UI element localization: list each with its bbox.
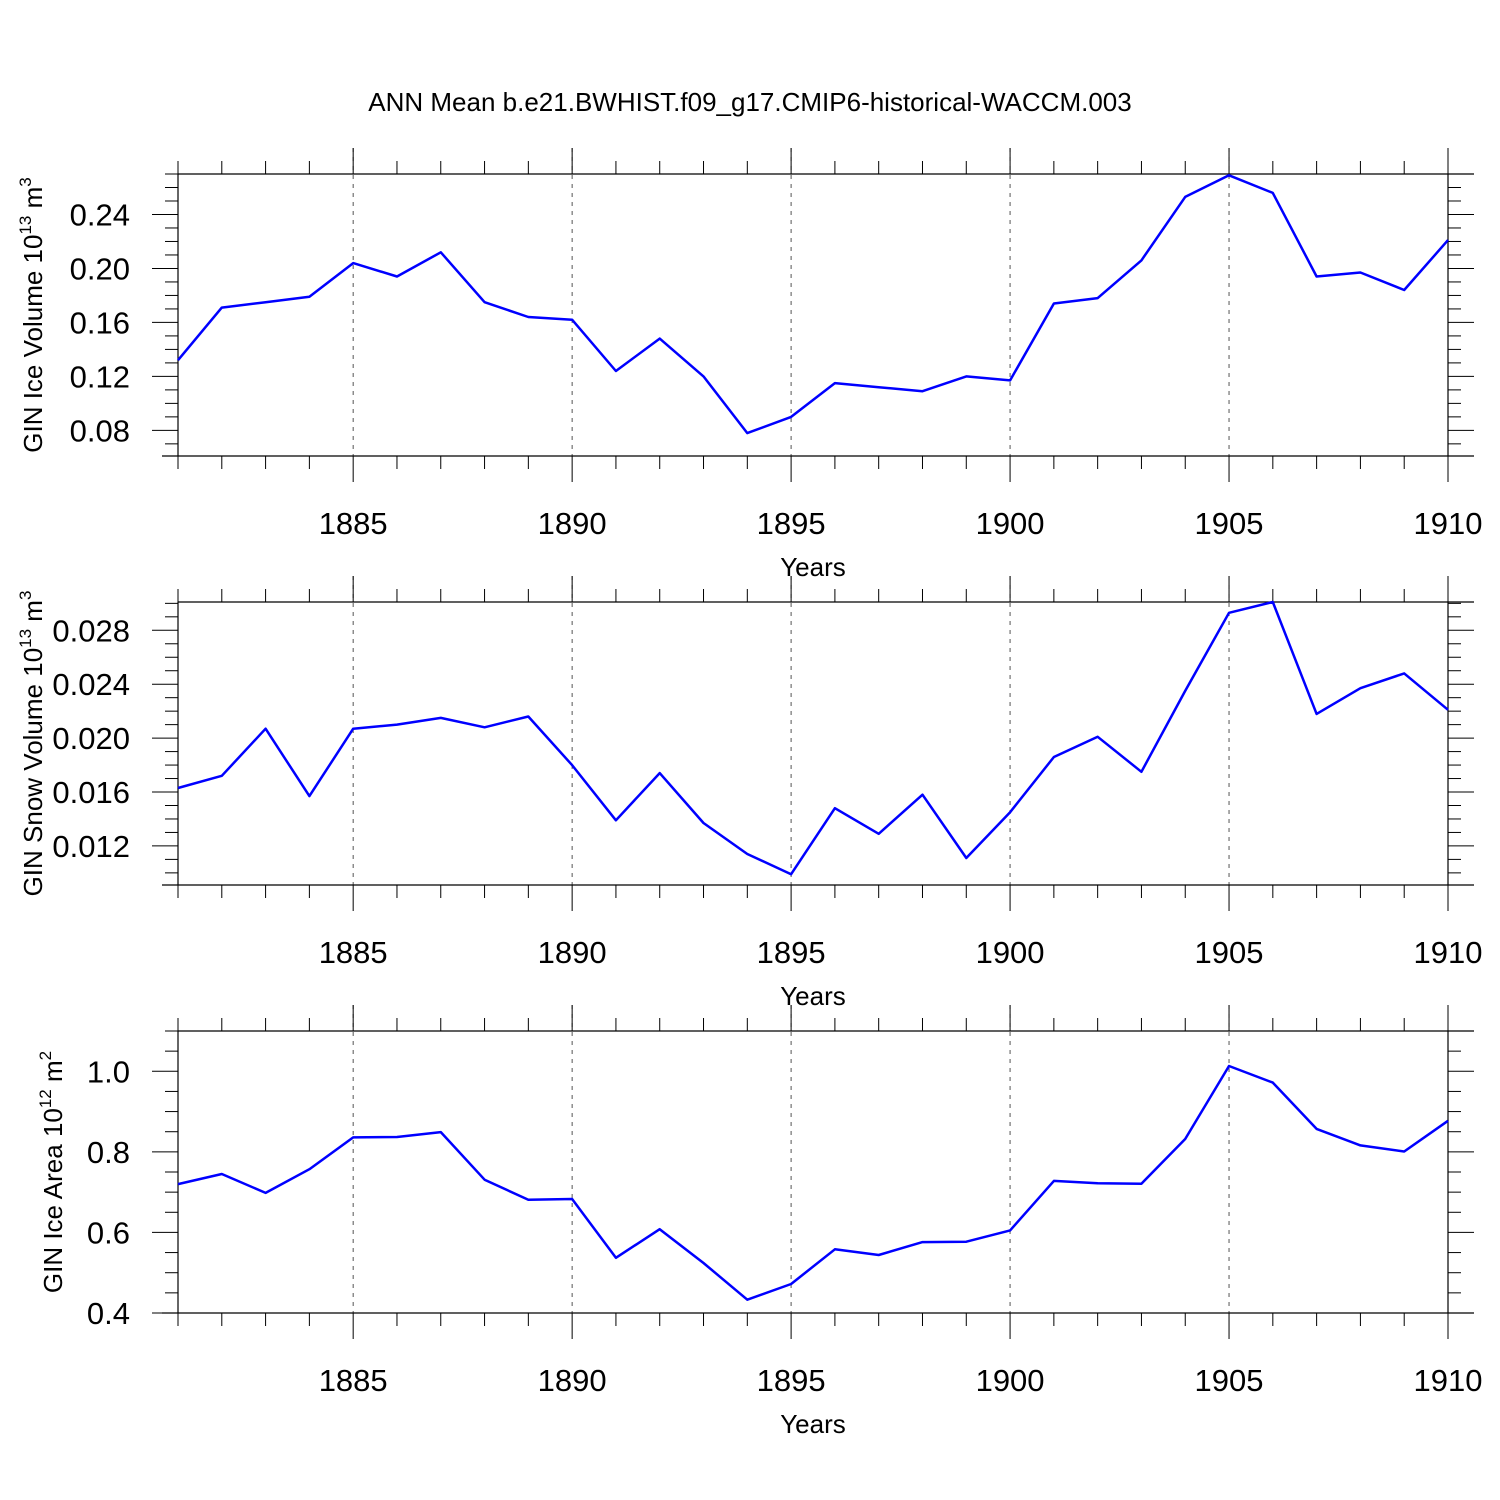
y-axis-title-base: GIN Ice Area 10: [38, 1108, 68, 1293]
panel-ice-area: 0.4 0.6 0.8 1.0 1885 1890 1895 1900 1905 1910 Year…: [36, 1005, 1482, 1439]
x-axis-title: Years: [780, 1409, 846, 1439]
y-tick-label: 0.020: [52, 721, 130, 756]
x-tick-label: 1905: [1195, 1363, 1264, 1398]
y-axis-title: GIN Ice Volume 1013 m3: [16, 177, 48, 453]
x-tick-label: 1885: [319, 506, 388, 541]
y-axis-title-unit-exp: 2: [36, 1051, 55, 1060]
y-axis-title-base: GIN Snow Volume 10: [18, 648, 48, 897]
y-axis-title: GIN Snow Volume 1013 m3: [16, 591, 48, 897]
y-axis-title-exp: 13: [16, 629, 35, 648]
x-tick-label: 1905: [1195, 935, 1264, 970]
x-tick-label: 1900: [976, 506, 1045, 541]
x-tick-label: 1885: [319, 1363, 388, 1398]
x-axis-title: Years: [780, 552, 846, 582]
x-tick-label: 1910: [1414, 935, 1483, 970]
x-tick-label: 1895: [757, 935, 826, 970]
series-line: [177, 1064, 1449, 1301]
x-tick-label: 1910: [1414, 506, 1483, 541]
y-axis-title: GIN Ice Area 1012 m2: [36, 1051, 68, 1293]
y-tick-label: 0.024: [52, 667, 130, 702]
y-axis-title-unit: m: [18, 187, 48, 216]
y-tick-label: 0.12: [70, 359, 130, 394]
x-tick-label: 1900: [976, 935, 1045, 970]
y-tick-label: 0.8: [87, 1135, 130, 1170]
y-axis-title-unit: m: [18, 600, 48, 629]
x-tick-label: 1905: [1195, 506, 1264, 541]
y-tick-label: 0.16: [70, 305, 130, 340]
y-tick-label: 0.08: [70, 413, 130, 448]
x-tick-label: 1895: [757, 506, 826, 541]
y-tick-label: 0.028: [52, 613, 130, 648]
panel-ice-volume: 0.08 0.12 0.16 0.20 0.24 1885 1890 1895 1900 1905…: [16, 148, 1482, 582]
y-axis-title-exp: 12: [36, 1089, 55, 1108]
y-axis-title-unit: m: [38, 1060, 68, 1089]
x-tick-label: 1885: [319, 935, 388, 970]
figure-title: ANN Mean b.e21.BWHIST.f09_g17.CMIP6-hist…: [368, 87, 1131, 117]
panel-snow-volume: 0.012 0.016 0.020 0.024 0.028 1885 1890 1895 190…: [16, 576, 1482, 1011]
x-tick-label: 1890: [538, 935, 607, 970]
x-tick-label: 1900: [976, 1363, 1045, 1398]
y-axis-title-base: GIN Ice Volume 10: [18, 235, 48, 453]
series-line: [177, 600, 1449, 876]
x-tick-label: 1890: [538, 506, 607, 541]
y-tick-label: 0.6: [87, 1215, 130, 1250]
x-tick-label: 1895: [757, 1363, 826, 1398]
x-tick-label: 1910: [1414, 1363, 1483, 1398]
y-tick-label: 0.20: [70, 251, 130, 286]
x-tick-label: 1890: [538, 1363, 607, 1398]
y-axis-title-exp: 13: [16, 216, 35, 235]
y-axis-title-unit-exp: 3: [16, 177, 35, 186]
y-tick-label: 1.0: [87, 1054, 130, 1089]
y-tick-label: 0.24: [70, 197, 130, 232]
x-axis-title: Years: [780, 981, 846, 1011]
y-axis-title-unit-exp: 3: [16, 591, 35, 600]
y-tick-label: 0.4: [87, 1296, 130, 1331]
series-line: [177, 174, 1449, 435]
y-tick-label: 0.012: [52, 829, 130, 864]
y-tick-label: 0.016: [52, 775, 130, 810]
